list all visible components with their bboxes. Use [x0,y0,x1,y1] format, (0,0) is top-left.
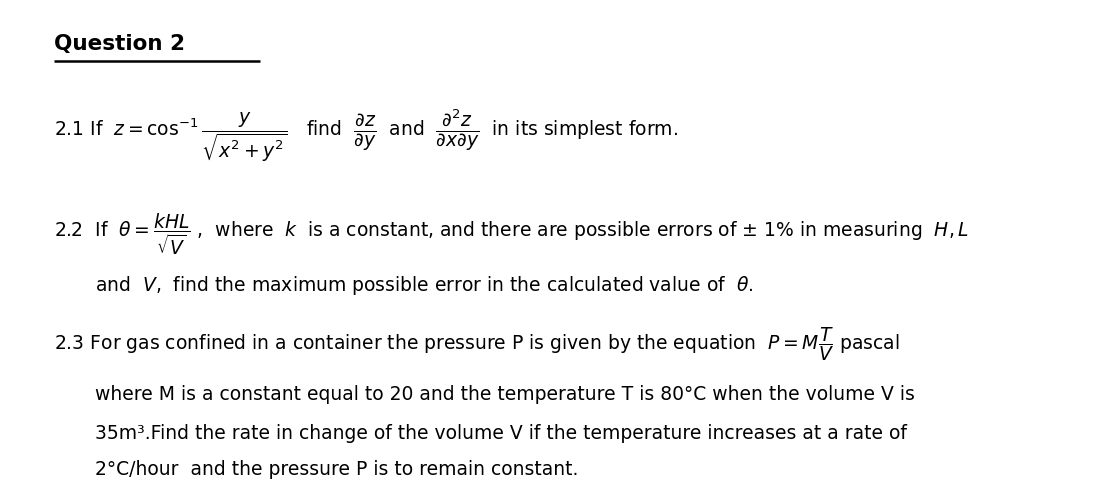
Text: 2.1 If  $z = \cos^{-1}\dfrac{y}{\sqrt{x^2+y^2}}$   find  $\dfrac{\partial z}{\pa: 2.1 If $z = \cos^{-1}\dfrac{y}{\sqrt{x^2… [54,108,678,163]
Text: 2.2  If  $\theta = \dfrac{kHL}{\sqrt{V}}$ ,  where  $k$  is a constant, and ther: 2.2 If $\theta = \dfrac{kHL}{\sqrt{V}}$ … [54,212,969,257]
Text: and  $V$,  find the maximum possible error in the calculated value of  $\theta$.: and $V$, find the maximum possible error… [95,274,753,297]
Text: 2°C/hour  and the pressure P is to remain constant.: 2°C/hour and the pressure P is to remain… [95,460,579,479]
Text: Question 2: Question 2 [54,34,185,54]
Text: 2.3 For gas confined in a container the pressure P is given by the equation  $P : 2.3 For gas confined in a container the … [54,325,900,363]
Text: 35m³.Find the rate in change of the volume V if the temperature increases at a r: 35m³.Find the rate in change of the volu… [95,424,908,443]
Text: where M is a constant equal to 20 and the temperature T is 80°C when the volume : where M is a constant equal to 20 and th… [95,385,915,404]
